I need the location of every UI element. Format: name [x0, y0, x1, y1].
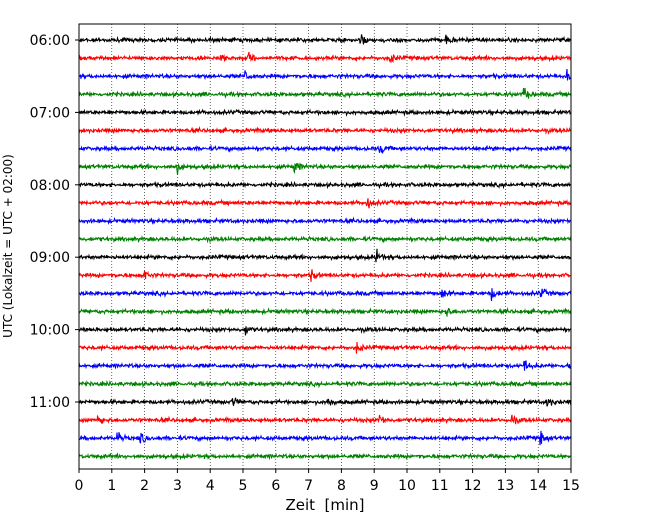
- plot-area-frame: [78, 23, 572, 470]
- x-axis-ticks: 0 1 2 3 4 5 6 7 8 9 10 11 12 13 14 15: [75, 469, 580, 494]
- y-tick-label: 07:00: [30, 105, 70, 121]
- seismogram-trace: [78, 430, 572, 446]
- y-tick-label: 06:00: [30, 33, 70, 49]
- x-tick-label: 5: [239, 478, 248, 494]
- x-tick-label: 9: [370, 478, 379, 494]
- x-tick-label: 7: [304, 478, 313, 494]
- x-tick-label: 15: [562, 478, 580, 494]
- x-tick-label: 14: [529, 478, 547, 494]
- seismogram-trace: [78, 397, 572, 407]
- x-tick-label: 10: [398, 478, 416, 494]
- x-tick-label: 1: [107, 478, 116, 494]
- seismogram-trace: [78, 341, 572, 354]
- seismogram-trace: [78, 87, 572, 99]
- y-tick-label: 11:00: [30, 395, 70, 411]
- y-tick-label: 09:00: [30, 250, 70, 266]
- seismogram-trace: [78, 144, 572, 154]
- x-tick-label: 12: [464, 478, 482, 494]
- seismogram-trace: [78, 108, 572, 117]
- y-tick-label: 10:00: [30, 323, 70, 339]
- seismogram-trace: [78, 34, 572, 45]
- x-tick-label: 0: [75, 478, 84, 494]
- seismogram-trace: [78, 325, 572, 336]
- seismogram-trace: [78, 180, 572, 190]
- x-tick-label: 2: [140, 478, 149, 494]
- seismogram-trace: [78, 414, 572, 425]
- seismogram-trace: [78, 51, 572, 63]
- seismogram-trace: [78, 288, 572, 302]
- y-tick-label: 08:00: [30, 178, 70, 194]
- seismogram-trace: [78, 235, 572, 244]
- seismogram-trace: [78, 452, 572, 461]
- x-tick-label: 4: [206, 478, 215, 494]
- y-axis-ticks: 06:00 07:00 08:00 09:00 10:00 11:00: [30, 33, 79, 411]
- x-tick-label: 6: [271, 478, 280, 494]
- seismogram-trace: [78, 379, 572, 389]
- x-grid: [111, 24, 539, 469]
- seismogram-trace: [78, 306, 572, 317]
- seismogram-trace: [78, 125, 572, 135]
- seismogram-trace: [78, 69, 572, 81]
- seismogram-trace: [78, 269, 572, 283]
- x-axis-label: Zeit [min]: [285, 496, 364, 514]
- x-tick-label: 11: [431, 478, 449, 494]
- seismogram-trace: [78, 248, 572, 263]
- seismogram-trace: [78, 360, 572, 371]
- seismogram-trace: [78, 198, 572, 209]
- x-tick-label: 13: [496, 478, 514, 494]
- seismogram-trace: [78, 216, 572, 226]
- seismogram-trace: [78, 162, 572, 175]
- x-tick-label: 8: [337, 478, 346, 494]
- y-axis-label: UTC (Lokalzeit = UTC + 02:00): [1, 154, 15, 338]
- x-tick-label: 3: [173, 478, 182, 494]
- trace-group: [78, 34, 572, 461]
